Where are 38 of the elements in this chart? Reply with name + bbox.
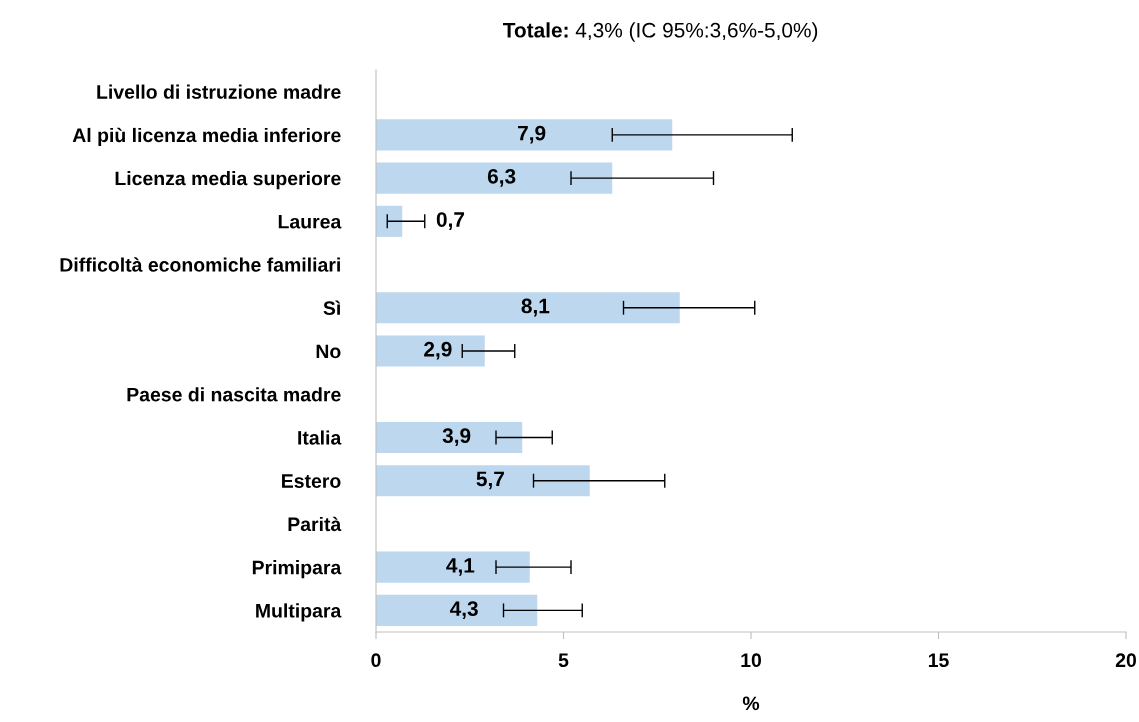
y-tick-label: Licenza media superiore xyxy=(115,171,341,190)
y-tick-label: Difficoltà economiche familiari xyxy=(60,257,340,272)
bar xyxy=(376,465,590,497)
x-tick-label: 5 xyxy=(558,653,569,668)
bar xyxy=(376,421,523,454)
y-tick-label: Sì xyxy=(323,300,341,316)
bar xyxy=(376,594,538,626)
data-label: 5,7 xyxy=(476,471,504,490)
y-tick-label: Livello di istruzione madre xyxy=(97,84,341,99)
bar xyxy=(376,292,680,324)
bar xyxy=(376,205,403,237)
data-label: 4,3 xyxy=(449,601,478,619)
x-tick-label: 10 xyxy=(741,653,762,668)
y-tick-label: Laurea xyxy=(278,214,342,229)
data-label: 3,9 xyxy=(442,428,471,447)
y-tick-label: Parità xyxy=(288,516,342,532)
y-tick-label: Estero xyxy=(282,474,341,488)
y-tick-label: Primipara xyxy=(252,560,342,579)
y-tick-label: Al più licenza media inferiore xyxy=(72,127,341,147)
y-tick-label: Paese di nascita madre xyxy=(127,387,341,402)
data-label: 7,9 xyxy=(518,125,546,144)
x-tick-label: 15 xyxy=(928,653,949,668)
bar xyxy=(376,551,530,583)
data-label: 0,7 xyxy=(436,212,465,230)
x-tick-label: 20 xyxy=(1115,653,1137,668)
y-tick-label: Multipara xyxy=(256,603,342,622)
bar xyxy=(376,162,613,194)
y-tick-label: No xyxy=(316,344,341,359)
data-label: 8,1 xyxy=(521,298,550,317)
y-tick-label: Italia xyxy=(298,430,342,445)
data-label: 6,3 xyxy=(487,168,516,187)
x-tick-label: 0 xyxy=(371,653,381,668)
bar xyxy=(376,119,673,151)
chart-title: Totale: 4,3% (IC 95%:3,6%-5,0%) xyxy=(502,22,818,42)
data-label: 4,1 xyxy=(446,558,475,576)
x-axis-title: % xyxy=(742,696,760,711)
data-label: 2,9 xyxy=(424,341,452,360)
bar xyxy=(376,335,485,367)
